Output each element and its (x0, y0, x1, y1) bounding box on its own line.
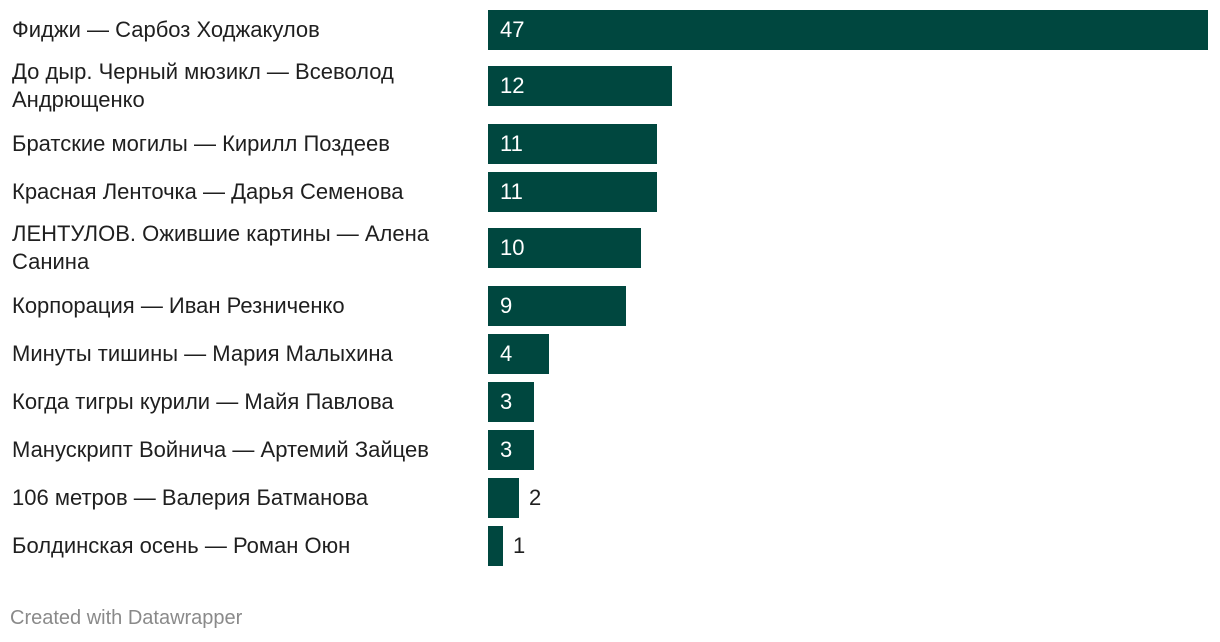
bar (488, 526, 503, 566)
category-label: Манускрипт Войнича — Артемий Зайцев (12, 437, 429, 462)
value-label: 3 (500, 389, 513, 414)
bar (488, 334, 549, 374)
value-label: 2 (529, 485, 542, 510)
bar (488, 124, 657, 164)
category-label: ЛЕНТУЛОВ. Ожившие картины — Алена Санина (12, 221, 430, 274)
value-label: 11 (500, 179, 523, 204)
bar (488, 228, 641, 268)
category-label: Братские могилы — Кирилл Поздеев (12, 131, 390, 156)
bar (488, 478, 519, 518)
bar (488, 430, 534, 470)
category-label: До дыр. Черный мюзикл — Всеволод Андрюще… (12, 59, 394, 112)
value-label: 3 (500, 437, 513, 462)
category-label: Красная Ленточка — Дарья Семенова (12, 179, 404, 204)
category-label: Фиджи — Сарбоз Ходжакулов (12, 17, 320, 42)
bar-chart: Фиджи — Сарбоз Ходжакулов 47 До дыр. Черны… (12, 10, 1208, 566)
credit-text: Created with Datawrapper (10, 607, 243, 629)
bar (488, 286, 626, 326)
category-label: Болдинская осень — Роман Оюн (12, 533, 351, 558)
value-label: 4 (500, 341, 513, 366)
value-label: 1 (513, 533, 526, 558)
bar (488, 172, 657, 212)
bar (488, 382, 534, 422)
bar (488, 10, 1208, 50)
value-label: 47 (500, 17, 525, 42)
category-label: Корпорация — Иван Резниченко (12, 293, 345, 318)
value-label: 9 (500, 293, 513, 318)
value-label: 11 (500, 131, 523, 156)
category-label: Когда тигры курили — Майя Павлова (12, 389, 394, 414)
category-label: Минуты тишины — Мария Малыхина (12, 341, 393, 366)
bar (488, 66, 672, 106)
value-label: 12 (500, 73, 525, 98)
category-label: 106 метров — Валерия Батманова (12, 485, 369, 510)
value-label: 10 (500, 235, 525, 260)
